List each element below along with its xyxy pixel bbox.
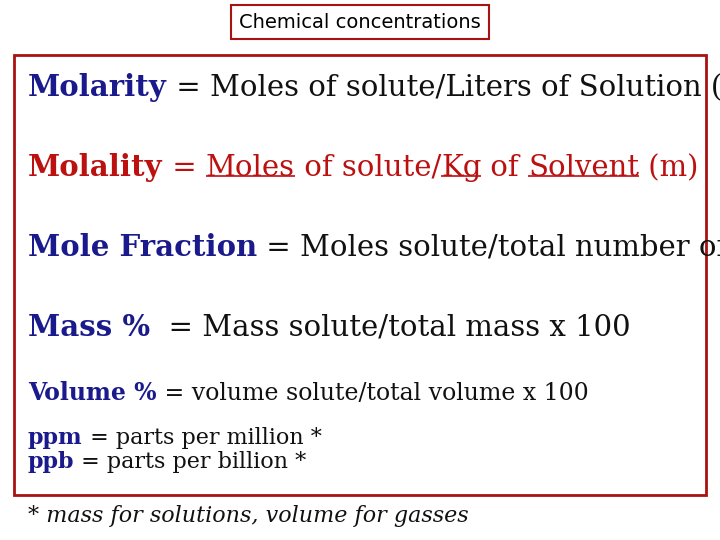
Text: Mass %: Mass % — [28, 314, 150, 342]
Text: = volume solute/total volume x 100: = volume solute/total volume x 100 — [157, 381, 588, 404]
Text: =: = — [163, 154, 206, 182]
Bar — [14, 55, 706, 495]
Text: Solvent: Solvent — [528, 154, 639, 182]
Text: Molality: Molality — [28, 153, 163, 183]
Text: = Moles solute/total number of moles: = Moles solute/total number of moles — [257, 234, 720, 262]
Text: Molarity: Molarity — [28, 73, 167, 103]
Text: ppm: ppm — [28, 427, 83, 449]
Text: Mole Fraction: Mole Fraction — [28, 233, 257, 262]
Text: Chemical concentrations: Chemical concentrations — [239, 12, 481, 31]
Text: Moles: Moles — [206, 154, 294, 182]
Text: = parts per billion *: = parts per billion * — [74, 451, 307, 473]
Text: Kg: Kg — [441, 154, 482, 182]
Text: (m): (m) — [639, 154, 698, 182]
Text: * mass for solutions, volume for gasses: * mass for solutions, volume for gasses — [28, 505, 469, 527]
Text: ppb: ppb — [28, 451, 74, 473]
Text: = parts per million *: = parts per million * — [83, 427, 322, 449]
Text: = Mass solute/total mass x 100: = Mass solute/total mass x 100 — [150, 314, 631, 342]
Text: Volume %: Volume % — [28, 381, 157, 405]
Text: = Moles of solute/Liters of Solution (M): = Moles of solute/Liters of Solution (M) — [167, 74, 720, 102]
Text: of solute/: of solute/ — [294, 154, 441, 182]
Text: of: of — [482, 154, 528, 182]
